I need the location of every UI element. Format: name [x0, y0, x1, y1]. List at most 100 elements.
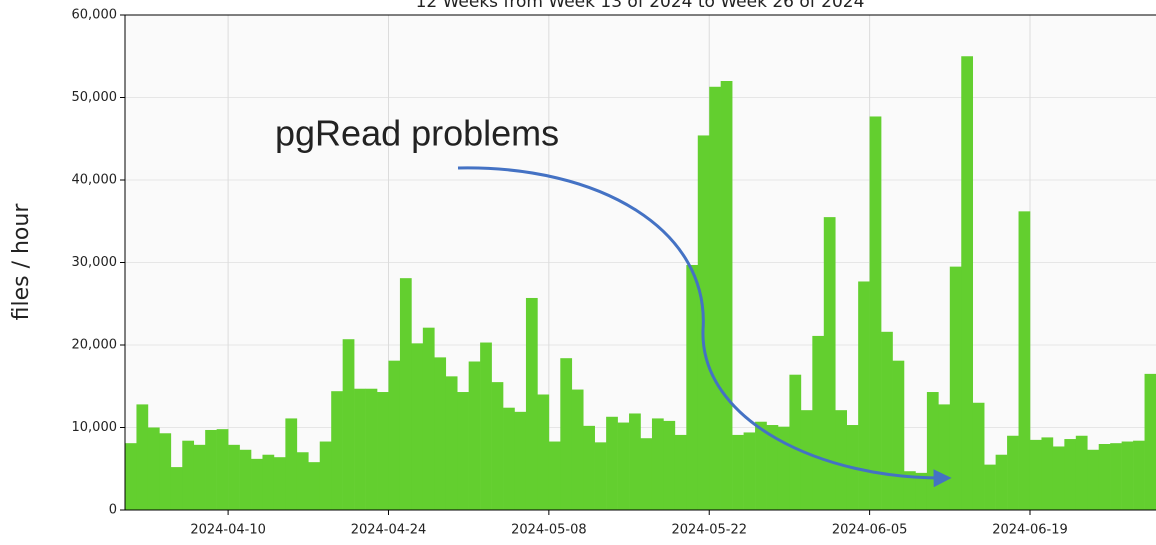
y-tick-label: 10,000 [72, 420, 118, 435]
bar [1018, 211, 1031, 510]
bar [766, 425, 779, 510]
bar [640, 438, 653, 510]
bar [182, 440, 195, 510]
x-tick-label: 2024-06-05 [832, 523, 908, 538]
y-tick-label: 60,000 [72, 8, 118, 23]
bar [491, 382, 504, 510]
bar [548, 441, 561, 510]
bar [594, 442, 607, 510]
bar [514, 411, 527, 510]
bar [903, 471, 916, 510]
chart-title: 12 Weeks from Week 13 of 2024 to Week 26… [416, 0, 865, 12]
bar [629, 413, 641, 510]
bar [583, 425, 595, 510]
y-tick-label: 50,000 [72, 90, 118, 105]
x-tick-label: 2024-05-22 [671, 523, 747, 538]
bar [674, 434, 687, 510]
bar [1041, 437, 1054, 510]
bar [617, 422, 630, 510]
bar [1121, 441, 1134, 510]
bar [468, 361, 481, 510]
bar [125, 443, 137, 510]
bar [869, 116, 882, 510]
bar [571, 389, 584, 510]
bar [273, 457, 286, 510]
bar [789, 374, 802, 510]
bar [663, 420, 676, 510]
bar [342, 339, 355, 510]
bar [216, 429, 229, 510]
bar [1075, 435, 1088, 510]
x-tick-label: 2024-05-08 [511, 523, 587, 538]
bar [205, 429, 217, 510]
bar [984, 464, 996, 510]
x-tick-label: 2024-04-24 [351, 523, 427, 538]
bar [480, 342, 492, 510]
bar [239, 449, 252, 510]
bar [892, 360, 905, 510]
bar [881, 331, 893, 510]
annotation: pgRead problems [275, 113, 559, 154]
bar [422, 327, 435, 510]
bar [147, 427, 160, 510]
bar [1029, 439, 1042, 510]
bar [365, 388, 378, 510]
bar [377, 392, 389, 510]
bar [812, 335, 825, 510]
bar [1133, 440, 1145, 510]
x-tick-label: 2024-04-10 [190, 523, 266, 538]
bar [915, 472, 928, 510]
bar [1007, 435, 1019, 510]
bar [606, 416, 618, 510]
y-tick-label: 30,000 [72, 255, 118, 270]
bar [938, 404, 951, 510]
bar [961, 56, 974, 510]
bar [1064, 439, 1077, 510]
bar [732, 434, 744, 510]
bar [159, 433, 172, 510]
bar [170, 467, 183, 510]
bar [399, 278, 412, 510]
bar [949, 266, 962, 510]
bar [388, 360, 401, 510]
bar [525, 297, 538, 510]
bar [1052, 446, 1065, 510]
bar [651, 418, 664, 510]
bar [1110, 443, 1122, 510]
y-tick-label: 40,000 [72, 173, 118, 188]
bar [285, 418, 298, 510]
bar [1098, 444, 1111, 510]
bar [560, 358, 573, 510]
bar [926, 392, 939, 510]
bar [308, 462, 321, 510]
bar [354, 388, 366, 510]
bar [331, 391, 343, 510]
bar [251, 458, 263, 510]
annotation-arrow [457, 166, 952, 488]
bar [445, 376, 458, 510]
bar [858, 281, 870, 510]
bar [228, 444, 240, 510]
bar [720, 81, 733, 510]
bar [262, 454, 275, 510]
bar [709, 86, 721, 511]
bar [743, 432, 756, 510]
bar [457, 392, 469, 510]
bar [503, 407, 515, 510]
bar [1144, 373, 1156, 510]
bar [800, 410, 813, 510]
bar [777, 426, 790, 510]
y-axis-label: files / hour [9, 203, 34, 321]
bar [972, 402, 985, 510]
bar [411, 343, 424, 510]
bar [755, 421, 767, 510]
bar [319, 441, 332, 510]
y-tick-label: 20,000 [72, 338, 118, 353]
y-tick-label: 0 [109, 503, 117, 518]
bar [823, 217, 836, 510]
x-tick-label: 2024-06-19 [992, 523, 1068, 538]
bar [296, 452, 309, 510]
bar [995, 454, 1008, 510]
bar [835, 410, 847, 510]
